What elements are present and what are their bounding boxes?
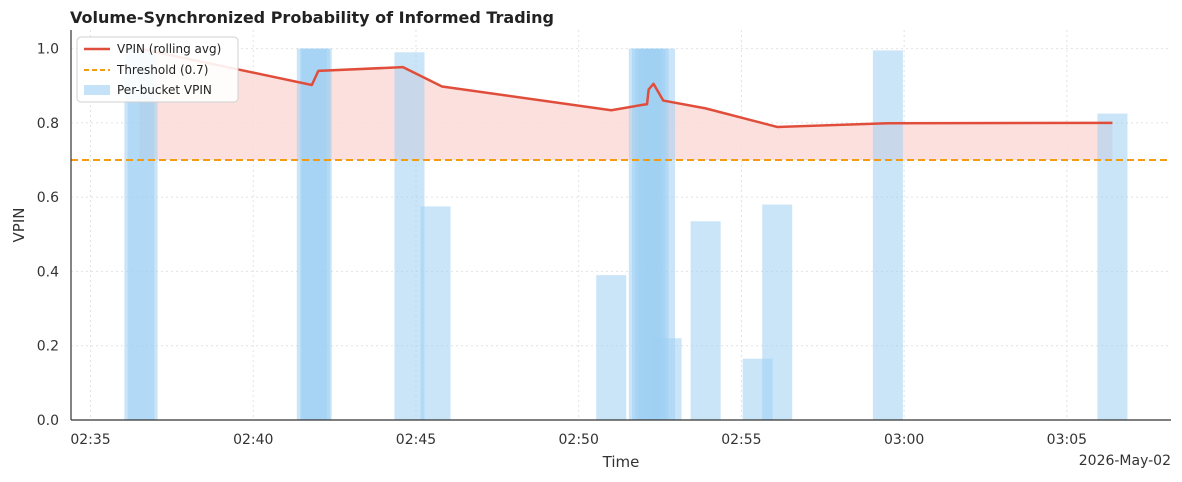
bar-14 [690,221,721,420]
legend-bars-label: Per-bucket VPIN [117,83,212,97]
axes [70,30,1171,421]
x-tick-label-5: 03:00 [884,432,924,448]
legend: VPIN (rolling avg) Threshold (0.7) Per-b… [76,36,239,103]
fill-above-threshold [139,48,1113,161]
x-axis-label: Time [602,453,640,471]
bar-16 [762,204,793,420]
per-bucket-bars [124,48,1128,421]
area-above-threshold [139,48,1113,161]
bar-5 [394,52,425,421]
bar-13 [651,338,682,420]
y-axis-label: VPIN [10,208,28,243]
legend-box [76,36,239,103]
y-tick-label-5: 1.0 [37,42,59,58]
y-tick-label-2: 0.4 [37,264,59,280]
x-tick-label-6: 03:05 [1047,432,1087,448]
bar-18 [1097,113,1128,421]
chart-title: Volume-Synchronized Probability of Infor… [70,8,554,27]
x-tick-label-0: 02:35 [70,432,110,448]
bar-1 [127,48,158,420]
bar-17 [872,50,903,421]
x-tick-label-3: 02:50 [559,432,599,448]
x-tick-label-4: 02:55 [721,432,761,448]
y-axis-ticks: 0.0 0.2 0.4 0.6 0.8 1.0 [37,42,59,429]
y-tick-label-1: 0.2 [37,339,59,355]
legend-bars-swatch [84,85,110,95]
y-tick-label-3: 0.6 [37,190,59,206]
legend-rolling-label: VPIN (rolling avg) [117,42,221,56]
x-axis-offset-label: 2026-May-02 [1079,453,1171,469]
legend-threshold-label: Threshold (0.7) [116,63,208,77]
x-axis-ticks: 02:35 02:40 02:45 02:50 02:55 03:00 03:05 [70,432,1087,448]
bar-4 [301,48,332,420]
x-tick-label-1: 02:40 [233,432,273,448]
y-tick-label-0: 0.0 [37,413,59,429]
bar-6 [420,206,451,420]
rolling-avg-series [139,47,1113,129]
rolling-avg-line [139,47,1113,129]
bar-7 [596,275,627,420]
x-tick-label-2: 02:45 [396,432,436,448]
y-tick-label-4: 0.8 [37,116,59,132]
